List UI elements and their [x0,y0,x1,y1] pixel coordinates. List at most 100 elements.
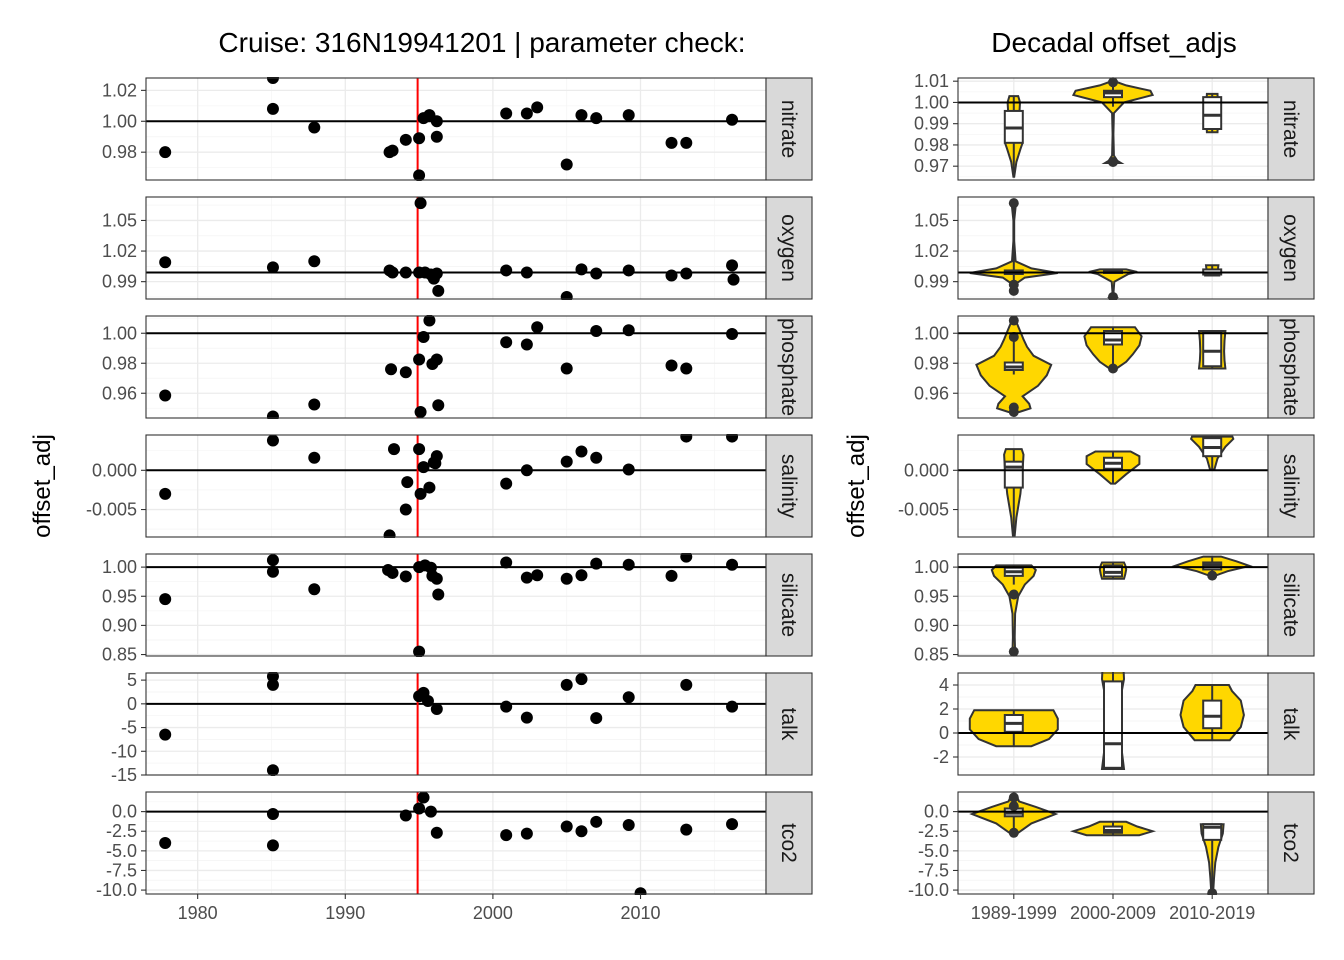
left-phosphate-strip [765,315,813,419]
data-point [575,673,588,686]
data-point [726,818,739,831]
left-salinity-strip [765,434,813,538]
right-phosphate-y-tick-label: 0.98 [914,353,949,373]
right-phosphate-strip [1267,315,1315,419]
data-point [590,815,603,828]
data-point [399,503,412,516]
left-talk-panel-background [146,673,766,775]
data-point [432,399,445,412]
data-point [726,434,739,443]
outlier-point [1108,363,1118,374]
x-tick-label: 2000 [473,903,513,923]
data-point [726,259,739,272]
data-point [386,266,399,279]
left-nitrate-y-tick-label: 1.02 [102,80,137,100]
violins [1003,77,1223,178]
left-talk-strip-label: talk [777,708,800,741]
left-nitrate-y-tick-label: 1.00 [102,111,137,131]
right-silicate-y-tick-label: 0.85 [914,645,949,665]
left-talk-strip [765,672,813,776]
facet-talk: -15 -10 -5 0 5 talk [111,670,813,785]
data-point [665,569,678,582]
left-oxygen-panel-background [146,197,766,299]
data-point [590,112,603,125]
right-nitrate-y-tick-label: 0.99 [914,114,949,134]
outlier-point [1008,332,1019,342]
data-point [266,554,279,567]
right-silicate-y-tick-label: 1.00 [914,557,949,577]
left-oxygen-y-tick-label: 1.02 [102,241,137,261]
data-point [413,353,426,366]
data-point [520,711,533,724]
facet-tco2: -10.0-7.5-5.0-2.50.0 tco2 [908,791,1315,900]
outlier-point [1108,77,1118,88]
data-point [520,338,533,351]
data-point [266,261,279,274]
right-silicate-strip-label: silicate [1279,573,1302,637]
x-tick-label: 1989-1999 [971,903,1057,923]
data-point [726,558,739,571]
data-point [159,146,172,159]
data-point [680,553,693,563]
outlier-point [1008,315,1019,326]
data-point [590,557,603,570]
data-point [430,353,443,366]
facet-oxygen: 0.99 1.02 1.05 oxygen [914,196,1315,300]
left-oxygen-y-tick-label: 0.99 [102,272,137,292]
data-point [622,818,635,831]
right-silicate-y-tick-label: 0.90 [914,615,949,635]
right-tco2-y-tick-label: -7.5 [918,860,949,880]
violin-1989-1999 [990,564,1037,653]
data-point [680,434,693,443]
outlier-point [1108,156,1118,167]
left-talk-y-tick-label: -15 [111,765,137,785]
right-tco2-y-tick-label: -10.0 [908,880,949,900]
x-tick-label: 1980 [178,903,218,923]
left-talk-y-tick-label: -10 [111,741,137,761]
data-point [560,290,573,300]
data-point [430,703,443,716]
data-point [430,450,443,463]
data-point [680,362,693,375]
left-salinity-y-tick-label: 0.000 [92,460,137,480]
right-salinity-y-tick-label: -0.005 [898,500,949,520]
data-point [413,132,426,145]
data-point [560,820,573,833]
data-point [680,678,693,691]
points [159,791,739,895]
data-point [430,826,443,839]
data-point [575,825,588,838]
left-nitrate-strip [765,77,813,181]
left-silicate-y-tick-label: 0.95 [102,586,137,606]
facet-oxygen: 0.99 1.02 1.05 oxygen [102,196,813,300]
data-point [665,359,678,372]
facet-salinity: -0.005 0.000 salinity [898,434,1315,538]
data-point [159,389,172,402]
right-oxygen-y-tick-label: 1.05 [914,210,949,230]
outlier-point [1008,827,1019,838]
data-point [266,77,279,84]
data-point [726,113,739,126]
facet-silicate: 0.85 0.90 0.95 1.00 silicate [102,553,813,665]
data-point [399,266,412,279]
data-point [520,571,533,584]
left-talk-y-tick-label: 5 [127,670,137,690]
data-point [399,570,412,583]
data-point [308,121,321,134]
data-point [430,572,443,585]
data-point [266,678,279,691]
data-point [575,109,588,122]
left-silicate-y-tick-label: 0.90 [102,615,137,635]
data-point [560,362,573,375]
data-point [417,791,430,804]
right-nitrate-y-tick-label: 0.97 [914,156,949,176]
data-point [424,805,437,818]
data-point [266,839,279,852]
data-point [560,572,573,585]
data-point [414,406,427,418]
outlier-point [1008,279,1019,290]
right-talk-strip-label: talk [1279,708,1302,741]
data-point [680,136,693,149]
outlier-point [1008,402,1019,413]
